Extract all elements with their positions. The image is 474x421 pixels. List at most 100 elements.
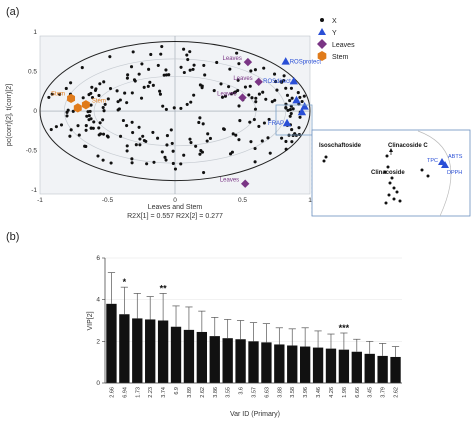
x-variable-point: [119, 134, 123, 138]
confidence-ellipse-3: [93, 75, 257, 147]
x-variable-point: [125, 101, 129, 105]
x-variable-point: [215, 60, 219, 65]
inset-label-tpc: TPC: [427, 158, 438, 164]
inset-x-point: [388, 181, 392, 185]
leaves-label: Leaves: [223, 56, 242, 62]
x-variable-point: [237, 62, 241, 66]
x-variable-point: [257, 92, 261, 96]
stem-points: Stem Stem: [51, 91, 106, 113]
leaves-points: Leaves Leaves Leaves Leaves: [217, 56, 263, 188]
x-variable-point: [288, 99, 292, 103]
x-variable-point: [126, 73, 130, 77]
vip-error-bars: [107, 272, 400, 357]
inset-arrow-head: [389, 148, 393, 152]
inset-x-point: [420, 168, 424, 172]
vip-bar: [299, 346, 311, 383]
scatter-x-axis-stats: R2X[1] = 0.557 R2X[2] = 0.277: [127, 213, 223, 220]
x-variable-point: [130, 91, 134, 95]
bar-x-tick-label: 3.74: [161, 387, 167, 398]
x-variable-point: [93, 88, 98, 92]
x-variable-point: [80, 66, 84, 70]
scatter-y-tick-label: 0: [33, 108, 37, 115]
x-variable-point: [151, 83, 155, 87]
x-variable-point: [262, 66, 266, 70]
vip-bars: [106, 303, 401, 383]
x-variable-point: [121, 118, 125, 123]
x-variable-point: [159, 52, 163, 56]
x-variable-point: [248, 120, 252, 124]
x-variable-point: [254, 100, 258, 104]
inset-x-point: [398, 199, 402, 203]
x-variable-point: [185, 102, 189, 106]
x-variable-point: [280, 136, 284, 140]
x-variable-point: [92, 120, 96, 124]
x-variable-point: [235, 51, 239, 55]
x-variable-point: [229, 92, 233, 96]
x-variable-point: [125, 144, 129, 148]
x-variable-point: [201, 122, 205, 126]
bar-y-tick-label: 2: [96, 338, 100, 345]
bar-x-tick-label: 2.62: [200, 387, 206, 398]
x-variable-point: [76, 124, 80, 128]
inset-x-point: [390, 176, 394, 180]
bar-y-ticks: 0 2 4 6: [96, 255, 105, 387]
x-variable-point: [69, 81, 73, 85]
x-variable-point: [162, 73, 166, 77]
x-variable-point: [84, 128, 88, 132]
x-variable-point: [253, 107, 257, 111]
vip-bar: [274, 344, 285, 383]
x-variable-point: [293, 132, 297, 136]
legend-label: X: [332, 18, 337, 25]
x-variable-point: [172, 106, 176, 110]
x-variable-point: [252, 117, 256, 122]
x-variable-point: [237, 104, 241, 108]
x-variable-point: [188, 137, 192, 141]
x-variable-point: [223, 94, 228, 98]
x-variable-point: [285, 93, 290, 97]
x-variable-point: [125, 76, 129, 80]
inset-x-point: [386, 165, 390, 169]
x-variable-point: [250, 96, 254, 100]
x-variable-point: [227, 85, 231, 89]
bar-x-tick-label: 3.79: [381, 387, 387, 398]
zoom-inset-content: [322, 130, 452, 217]
x-variable-point: [182, 70, 186, 75]
x-variable-point: [192, 93, 196, 97]
x-variable-point: [288, 108, 292, 112]
vip-bar: [377, 355, 388, 383]
bar-y-tick-label: 4: [96, 297, 100, 304]
inset-x-point: [392, 197, 396, 201]
x-variable-point: [262, 121, 266, 125]
vip-bar: [209, 336, 220, 383]
bar-x-tick-label: 3.46: [316, 387, 322, 398]
x-variable-point: [65, 110, 69, 114]
x-variable-point: [188, 68, 192, 72]
x-variable-point: [192, 63, 196, 67]
zoom-region-box: [275, 104, 313, 136]
x-variable-point: [286, 108, 290, 112]
x-variable-point: [238, 119, 242, 123]
x-variable-point: [161, 104, 165, 108]
vip-bar: [390, 356, 401, 383]
y-variable-label: ROSprotect: [290, 59, 322, 65]
x-variable-point: [290, 128, 294, 132]
inset-label-clinacoside-c: Clinacoside C: [388, 143, 428, 149]
x-variable-point: [297, 132, 301, 137]
x-variable-point: [87, 114, 91, 118]
x-variable-point: [167, 73, 171, 77]
x-variable-point: [144, 139, 148, 143]
x-variable-point: [290, 140, 294, 144]
x-variable-point: [202, 63, 206, 67]
vip-bar: [132, 318, 143, 383]
x-variable-point: [234, 133, 238, 137]
bar-x-tick-label: 3.45: [368, 387, 374, 398]
x-variable-point: [200, 86, 204, 90]
bar-y-axis-label: VIP[2]: [87, 311, 94, 330]
x-variable-point: [149, 52, 153, 56]
x-variable-point: [81, 96, 85, 100]
x-variable-point: [249, 140, 253, 144]
x-variable-point: [300, 99, 304, 104]
bar-x-tick-label: 3.55: [226, 387, 232, 398]
panel-label-b: (b): [6, 231, 19, 243]
